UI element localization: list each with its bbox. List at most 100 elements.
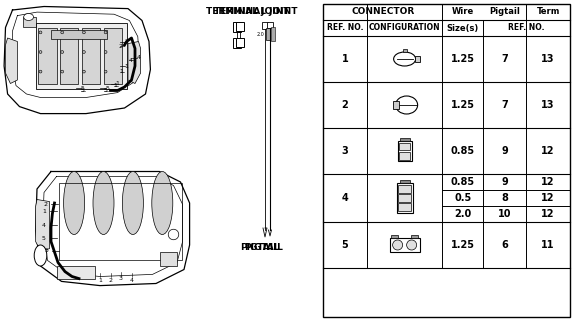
Bar: [82, 28, 100, 84]
Bar: [398, 185, 411, 193]
Text: REF. NO.: REF. NO.: [509, 23, 545, 33]
Text: 12: 12: [541, 177, 555, 187]
Text: 2: 2: [119, 44, 123, 49]
Text: 5: 5: [104, 88, 108, 93]
Text: 3: 3: [341, 146, 348, 156]
Ellipse shape: [61, 51, 63, 53]
Bar: [267, 22, 273, 28]
Text: 4: 4: [129, 277, 133, 283]
Ellipse shape: [63, 172, 85, 235]
Text: 2: 2: [43, 202, 47, 207]
Ellipse shape: [104, 70, 107, 73]
Ellipse shape: [407, 240, 416, 250]
Text: Size(s): Size(s): [447, 23, 479, 33]
Ellipse shape: [392, 240, 403, 250]
Text: 9: 9: [501, 177, 508, 187]
Text: 9: 9: [501, 146, 508, 156]
Bar: [266, 28, 270, 40]
Ellipse shape: [396, 96, 418, 114]
Text: 5: 5: [341, 240, 348, 250]
Polygon shape: [35, 199, 50, 252]
Text: TERMINAL JOINT: TERMINAL JOINT: [214, 6, 298, 15]
Text: 5: 5: [81, 86, 85, 91]
Bar: [399, 152, 410, 159]
Bar: [400, 138, 410, 141]
Text: 2.0: 2.0: [256, 31, 264, 36]
Text: 13: 13: [541, 100, 555, 110]
Bar: [398, 203, 411, 211]
Bar: [233, 38, 241, 48]
Bar: [398, 194, 411, 202]
Text: 2: 2: [341, 100, 348, 110]
Text: 5: 5: [105, 86, 109, 91]
Text: 2: 2: [125, 39, 129, 44]
Bar: [160, 252, 177, 266]
Ellipse shape: [34, 245, 47, 266]
Text: 12: 12: [541, 193, 555, 203]
Ellipse shape: [39, 51, 42, 53]
Text: 10: 10: [498, 209, 511, 219]
Text: 12: 12: [541, 209, 555, 219]
Text: Pigtail: Pigtail: [489, 7, 520, 17]
Ellipse shape: [168, 229, 178, 240]
Polygon shape: [128, 42, 141, 84]
Bar: [23, 17, 35, 27]
Ellipse shape: [82, 31, 85, 34]
Text: 13: 13: [541, 54, 555, 64]
Bar: [411, 235, 418, 238]
Text: Wire: Wire: [451, 7, 474, 17]
Text: 6: 6: [501, 240, 508, 250]
Ellipse shape: [39, 31, 42, 34]
Text: REF. NO.: REF. NO.: [327, 23, 363, 33]
Text: 7: 7: [501, 54, 508, 64]
Text: 5: 5: [81, 88, 85, 93]
Text: TERMINAL JOINT: TERMINAL JOINT: [206, 7, 290, 17]
Bar: [262, 22, 268, 29]
Bar: [38, 28, 57, 84]
Bar: [391, 235, 398, 238]
Bar: [233, 22, 241, 32]
Text: PIGTAIL: PIGTAIL: [245, 244, 284, 252]
Text: 0.5: 0.5: [454, 193, 471, 203]
Bar: [399, 142, 410, 150]
Text: 1: 1: [341, 54, 348, 64]
Ellipse shape: [93, 172, 114, 235]
Text: 1.25: 1.25: [451, 240, 475, 250]
Text: PIGTAIL: PIGTAIL: [241, 244, 280, 252]
Text: 3: 3: [119, 276, 123, 281]
Ellipse shape: [61, 31, 63, 34]
Text: 1: 1: [116, 81, 120, 86]
Bar: [400, 180, 410, 183]
Bar: [236, 22, 244, 31]
Bar: [59, 183, 182, 260]
Polygon shape: [6, 38, 17, 84]
Bar: [415, 56, 420, 62]
Ellipse shape: [23, 13, 34, 20]
Text: 2: 2: [109, 277, 113, 283]
Polygon shape: [51, 30, 107, 39]
Bar: [323, 4, 570, 317]
Ellipse shape: [82, 70, 85, 73]
Text: 4: 4: [341, 193, 348, 203]
Text: CONNECTOR: CONNECTOR: [351, 7, 414, 17]
Bar: [271, 27, 275, 41]
Text: Term: Term: [537, 7, 560, 17]
Ellipse shape: [104, 31, 107, 34]
Bar: [390, 238, 420, 252]
Ellipse shape: [104, 51, 107, 53]
Bar: [403, 49, 407, 52]
Text: 2.0: 2.0: [454, 209, 471, 219]
Text: 4: 4: [137, 55, 141, 60]
Bar: [60, 28, 78, 84]
Text: 1: 1: [125, 63, 129, 68]
Ellipse shape: [122, 172, 144, 235]
Text: 1: 1: [98, 277, 102, 283]
Ellipse shape: [394, 52, 416, 66]
Ellipse shape: [39, 70, 42, 73]
Text: CONFIGURATION: CONFIGURATION: [369, 23, 440, 33]
Text: 1.25: 1.25: [451, 100, 475, 110]
Bar: [57, 266, 95, 279]
Ellipse shape: [82, 51, 85, 53]
Bar: [35, 23, 126, 89]
Text: 7: 7: [501, 100, 508, 110]
